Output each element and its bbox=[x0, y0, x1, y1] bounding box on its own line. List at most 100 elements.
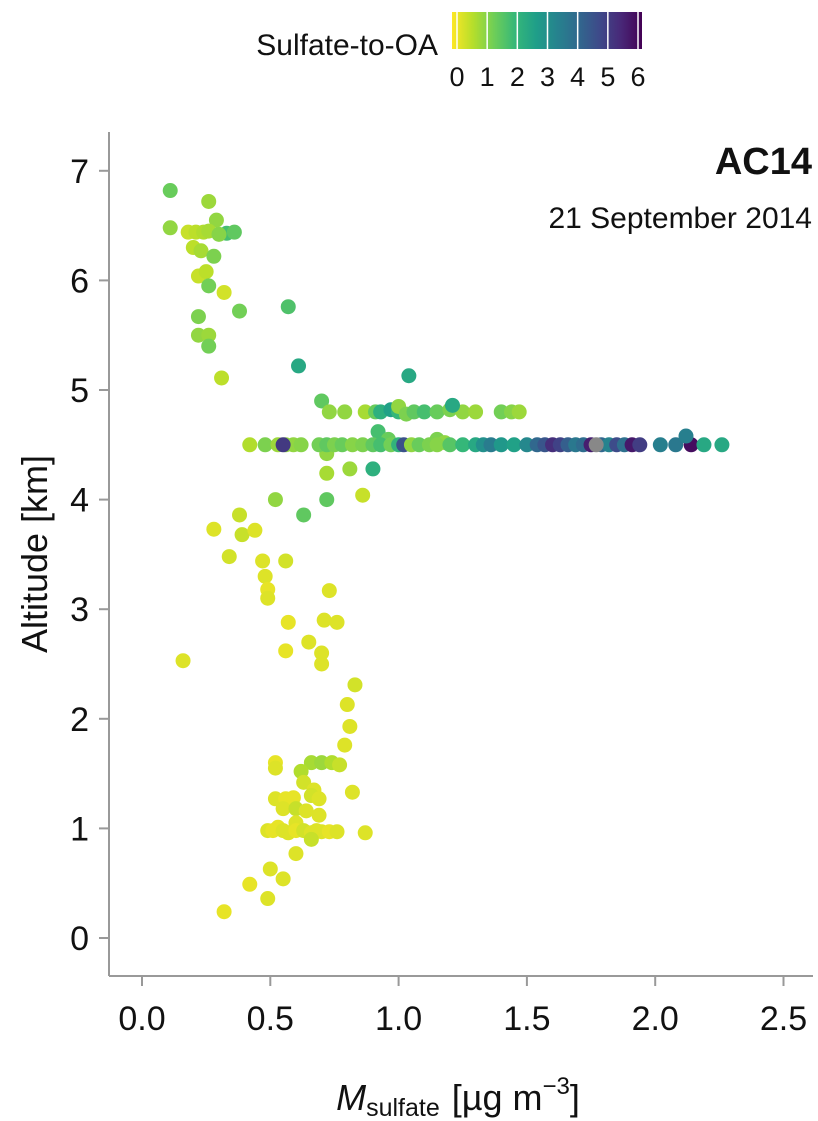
scatter-point bbox=[257, 568, 273, 584]
scatter-point bbox=[401, 368, 417, 384]
scatter-point bbox=[406, 404, 422, 420]
scatter-point bbox=[357, 825, 373, 841]
scatter-point bbox=[201, 278, 217, 294]
scatter-point bbox=[355, 487, 371, 503]
scatter-point bbox=[232, 303, 248, 319]
scatter-point bbox=[714, 437, 730, 453]
scatter-point bbox=[303, 831, 319, 847]
scatter-point bbox=[262, 861, 278, 877]
scatter-point bbox=[444, 397, 460, 413]
scatter-point bbox=[257, 437, 273, 453]
y-tick-label: 0 bbox=[70, 920, 89, 958]
y-tick-label: 5 bbox=[70, 372, 89, 410]
scatter-point bbox=[260, 891, 276, 907]
scatter-point bbox=[334, 437, 350, 453]
scatter-point bbox=[411, 437, 427, 453]
scatter-point bbox=[247, 522, 263, 538]
scatter-point bbox=[275, 871, 291, 887]
scatter-point bbox=[342, 718, 358, 734]
scatter-point bbox=[216, 284, 232, 300]
scatter-point bbox=[314, 393, 330, 409]
scatter-point bbox=[493, 437, 509, 453]
scatter-point bbox=[214, 370, 230, 386]
scatter-point bbox=[190, 327, 206, 343]
scatter-point bbox=[321, 404, 337, 420]
scatter-point bbox=[314, 645, 330, 661]
scatter-point bbox=[293, 437, 309, 453]
scatter-point bbox=[373, 437, 389, 453]
scatter-point bbox=[275, 801, 291, 817]
scatter-point bbox=[298, 803, 314, 819]
scatter-point bbox=[468, 404, 484, 420]
scatter-point bbox=[339, 697, 355, 713]
scatter-point bbox=[206, 248, 222, 264]
scatter-point bbox=[370, 424, 386, 440]
x-axis-ticks: 0.0 0.5 1.0 1.5 2.0 2.5 bbox=[118, 976, 807, 1038]
y-tick-label: 3 bbox=[70, 591, 89, 629]
scatter-point bbox=[347, 677, 363, 693]
scatter-point bbox=[316, 612, 332, 628]
scatter-point bbox=[278, 643, 294, 659]
scatter-point bbox=[332, 757, 348, 773]
scatter-point bbox=[201, 338, 217, 354]
scatter-point bbox=[193, 243, 209, 259]
scatter-point bbox=[234, 527, 250, 543]
scatter-point bbox=[206, 521, 222, 537]
scatter-point bbox=[296, 774, 312, 790]
scatter-point bbox=[221, 549, 237, 565]
scatter-point bbox=[280, 299, 296, 315]
colorbar-tick-label: 5 bbox=[600, 62, 615, 92]
scatter-point bbox=[652, 437, 668, 453]
scatter-point bbox=[232, 507, 248, 523]
y-tick-label: 2 bbox=[70, 701, 89, 739]
scatter-point bbox=[162, 183, 178, 199]
scatter-point bbox=[329, 824, 345, 840]
scatter-point bbox=[198, 264, 214, 280]
x-axis-label-units: [µg m bbox=[452, 1077, 543, 1118]
scatter-point bbox=[314, 755, 330, 771]
scatter-point bbox=[506, 437, 522, 453]
colorbar-tick-label: 1 bbox=[480, 62, 495, 92]
scatter-point bbox=[267, 492, 283, 508]
y-tick-label: 6 bbox=[70, 262, 89, 300]
scatter-point bbox=[301, 634, 317, 650]
scatter-point bbox=[511, 404, 527, 420]
x-tick-label: 1.5 bbox=[503, 1000, 550, 1038]
scatter-point bbox=[342, 461, 358, 477]
scatter-point bbox=[696, 437, 712, 453]
chart-subtitle: 21 September 2014 bbox=[548, 202, 812, 235]
colorbar-tick-label: 3 bbox=[540, 62, 555, 92]
chart-title: AC14 bbox=[715, 141, 812, 183]
scatter-point bbox=[442, 437, 458, 453]
scatter-point bbox=[267, 760, 283, 776]
scatter-point bbox=[357, 404, 373, 420]
scatter-point bbox=[344, 784, 360, 800]
scatter-point bbox=[303, 755, 319, 771]
scatter-point bbox=[278, 553, 294, 569]
scatter-point bbox=[242, 876, 258, 892]
x-tick-label: 0.0 bbox=[118, 1000, 165, 1038]
x-tick-label: 2.5 bbox=[760, 1000, 807, 1038]
scatter-point bbox=[175, 653, 191, 669]
colorbar-title: Sulfate-to-OA bbox=[256, 29, 438, 62]
colorbar-tick-label: 6 bbox=[630, 62, 645, 92]
scatter-point bbox=[275, 437, 291, 453]
scatter-point bbox=[678, 428, 694, 444]
colorbar-tick-label: 0 bbox=[449, 62, 464, 92]
scatter-point bbox=[632, 437, 648, 453]
scatter-point bbox=[255, 553, 271, 569]
y-tick-label: 4 bbox=[70, 482, 89, 520]
scatter-point bbox=[519, 437, 535, 453]
scatter-point bbox=[455, 437, 471, 453]
scatter-point bbox=[668, 437, 684, 453]
colorbar-tick-label: 2 bbox=[510, 62, 525, 92]
scatter-point bbox=[291, 358, 307, 374]
scatter-point bbox=[588, 437, 604, 453]
scatter-point bbox=[314, 656, 330, 672]
scatter-point bbox=[280, 614, 296, 630]
colorbar-tick-label: 4 bbox=[570, 62, 585, 92]
y-tick-label: 1 bbox=[70, 810, 89, 848]
scatter-point bbox=[201, 193, 217, 209]
